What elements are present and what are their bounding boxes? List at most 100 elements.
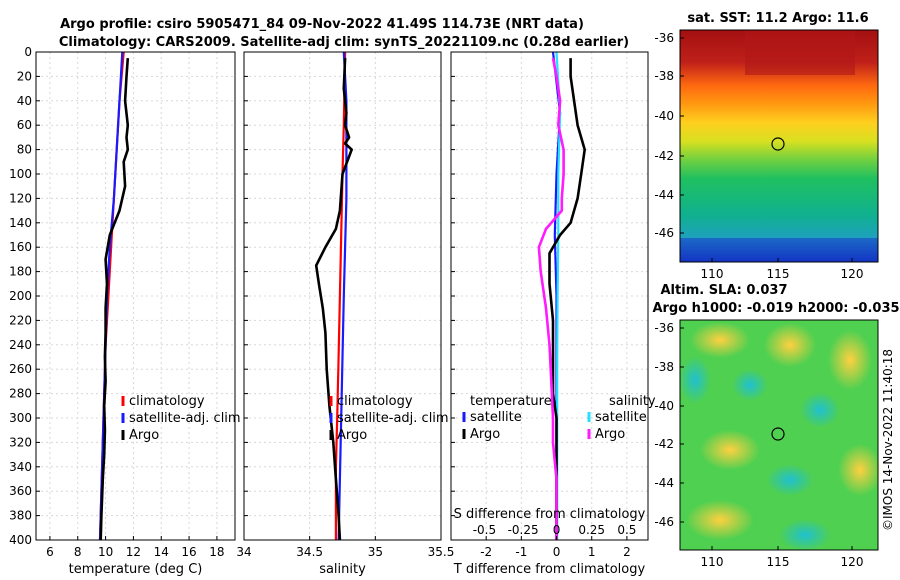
y-tick-label: 400 — [9, 533, 32, 547]
sla-map-title-line1: Altim. SLA: 0.037 — [661, 283, 788, 298]
legend-label: Argo — [595, 427, 625, 442]
legend-label: satellite-adj. clim — [337, 411, 449, 426]
sla-spot — [686, 500, 754, 540]
x-tick-label: 16 — [181, 545, 196, 559]
x2-tick-label: 0.5 — [617, 523, 636, 537]
legend-label: Argo — [129, 428, 159, 443]
legend-label: climatology — [129, 394, 205, 409]
y-tick-label: 80 — [17, 143, 32, 157]
x-tick-label: 1 — [588, 545, 596, 559]
plot-frame — [243, 51, 442, 541]
sla-spot — [766, 464, 814, 496]
sla-spot — [732, 369, 768, 401]
figure-title-line2: Climatology: CARS2009. Satellite-adj cli… — [59, 35, 629, 50]
sla-spot — [700, 430, 760, 470]
map-x-tick-label: 115 — [767, 555, 790, 569]
sla-map — [679, 319, 882, 551]
x2-tick-label: -0.5 — [473, 523, 496, 537]
x-axis-label: T difference from climatology — [453, 562, 646, 577]
y-tick-label: 100 — [9, 167, 32, 181]
x-tick-label: 35.5 — [428, 545, 455, 559]
series-line-t-argo — [548, 58, 587, 540]
x-tick-label: 34 — [236, 545, 251, 559]
x-tick-label: 18 — [209, 545, 224, 559]
x-tick-label: 0 — [553, 545, 561, 559]
map-y-tick-label: -44 — [654, 476, 674, 490]
legend-label: Argo — [470, 427, 500, 442]
x-tick-label: 8 — [74, 545, 82, 559]
map-y-tick-label: -38 — [654, 69, 674, 83]
legend-title-salinity: salinity — [609, 394, 656, 409]
legend-label: satellite — [470, 410, 522, 425]
map-y-tick-label: -42 — [654, 437, 674, 451]
legend-label: satellite-adj. clim — [129, 411, 241, 426]
imos-watermark: ©IMOS 14-Nov-2022 11:40:18 — [881, 349, 895, 531]
legend-label: climatology — [337, 394, 413, 409]
y-tick-label: 220 — [9, 313, 32, 327]
map-x-tick-label: 110 — [701, 267, 724, 281]
map-y-tick-label: -42 — [654, 149, 674, 163]
map-y-tick-label: -46 — [654, 515, 674, 529]
sst-map-title: sat. SST: 11.2 Argo: 11.6 — [687, 11, 868, 26]
x2-tick-label: -0.25 — [508, 523, 539, 537]
y-tick-label: 20 — [17, 69, 32, 83]
y-tick-label: 360 — [9, 484, 32, 498]
y-tick-label: 180 — [9, 265, 32, 279]
sla-spot — [690, 322, 750, 358]
sst-map-warm-patch — [745, 30, 855, 75]
y-tick-label: 0 — [24, 45, 32, 59]
map-y-tick-label: -38 — [654, 360, 674, 374]
y-tick-label: 300 — [9, 411, 32, 425]
x-tick-label: 35 — [368, 545, 383, 559]
x-tick-label: 14 — [154, 545, 169, 559]
x2-tick-label: 0 — [553, 523, 561, 537]
y-tick-label: 140 — [9, 216, 32, 230]
sst-map-frame — [679, 29, 879, 263]
sla-map-axes: -36 -38 -40 -42 -44 -46 110 115 120 — [654, 321, 863, 569]
map-x-tick-label: 120 — [841, 555, 864, 569]
x-tick-label: 6 — [46, 545, 54, 559]
x-tick-label: -2 — [480, 545, 492, 559]
y-tick-label: 340 — [9, 460, 32, 474]
x-tick-label: 34.5 — [296, 545, 323, 559]
y-tick-label: 280 — [9, 387, 32, 401]
sla-spot — [764, 323, 816, 367]
x2-tick-label: 0.25 — [578, 523, 605, 537]
sla-map-title-line2: Argo h1000: -0.019 h2000: -0.035 — [652, 301, 899, 316]
map-y-tick-label: -40 — [654, 109, 674, 123]
x-tick-label: 2 — [623, 545, 631, 559]
sla-argo-location-marker — [771, 427, 785, 441]
sla-spot — [828, 330, 872, 390]
y-tick-label: 160 — [9, 240, 32, 254]
map-y-tick-label: -36 — [654, 321, 674, 335]
sst-argo-location-marker — [771, 137, 785, 151]
series-line-argo — [99, 58, 130, 541]
y-tick-label: 260 — [9, 362, 32, 376]
series-line-s-argo — [537, 57, 565, 540]
legend-label: satellite — [595, 410, 647, 425]
y-tick-label: 60 — [17, 118, 32, 132]
figure-title-line1: Argo profile: csiro 5905471_84 09-Nov-20… — [60, 17, 584, 32]
sst-map-axes: -36 -38 -40 -42 -44 -46 110 115 120 — [654, 31, 863, 281]
sla-spot — [679, 356, 711, 404]
sla-map-frame — [679, 319, 879, 551]
x-tick-label: 12 — [126, 545, 141, 559]
x-axis-label: temperature (deg C) — [69, 562, 203, 577]
map-x-tick-label: 120 — [841, 267, 864, 281]
sst-map-cool-band — [680, 238, 878, 262]
difference-panel: -2 -1 0 1 2 T difference from climatology temp… — [450, 51, 656, 577]
temperature-panel: 6 8 10 12 14 16 180204060801001201401601802002… — [9, 45, 241, 577]
y-tick-label: 320 — [9, 435, 32, 449]
y-tick-label: 380 — [9, 509, 32, 523]
y-tick-label: 200 — [9, 289, 32, 303]
sla-spot — [779, 519, 831, 551]
legend-label: Argo — [337, 428, 367, 443]
sla-spot — [838, 444, 882, 496]
x-axis-label: salinity — [319, 562, 366, 577]
sst-map — [679, 29, 879, 263]
map-y-tick-label: -40 — [654, 399, 674, 413]
x2-axis-label: S difference from climatology — [454, 507, 646, 522]
x-tick-label: 10 — [98, 545, 113, 559]
salinity-panel: 34 34.5 35 35.5 salinity climatology satellite… — [236, 51, 455, 577]
